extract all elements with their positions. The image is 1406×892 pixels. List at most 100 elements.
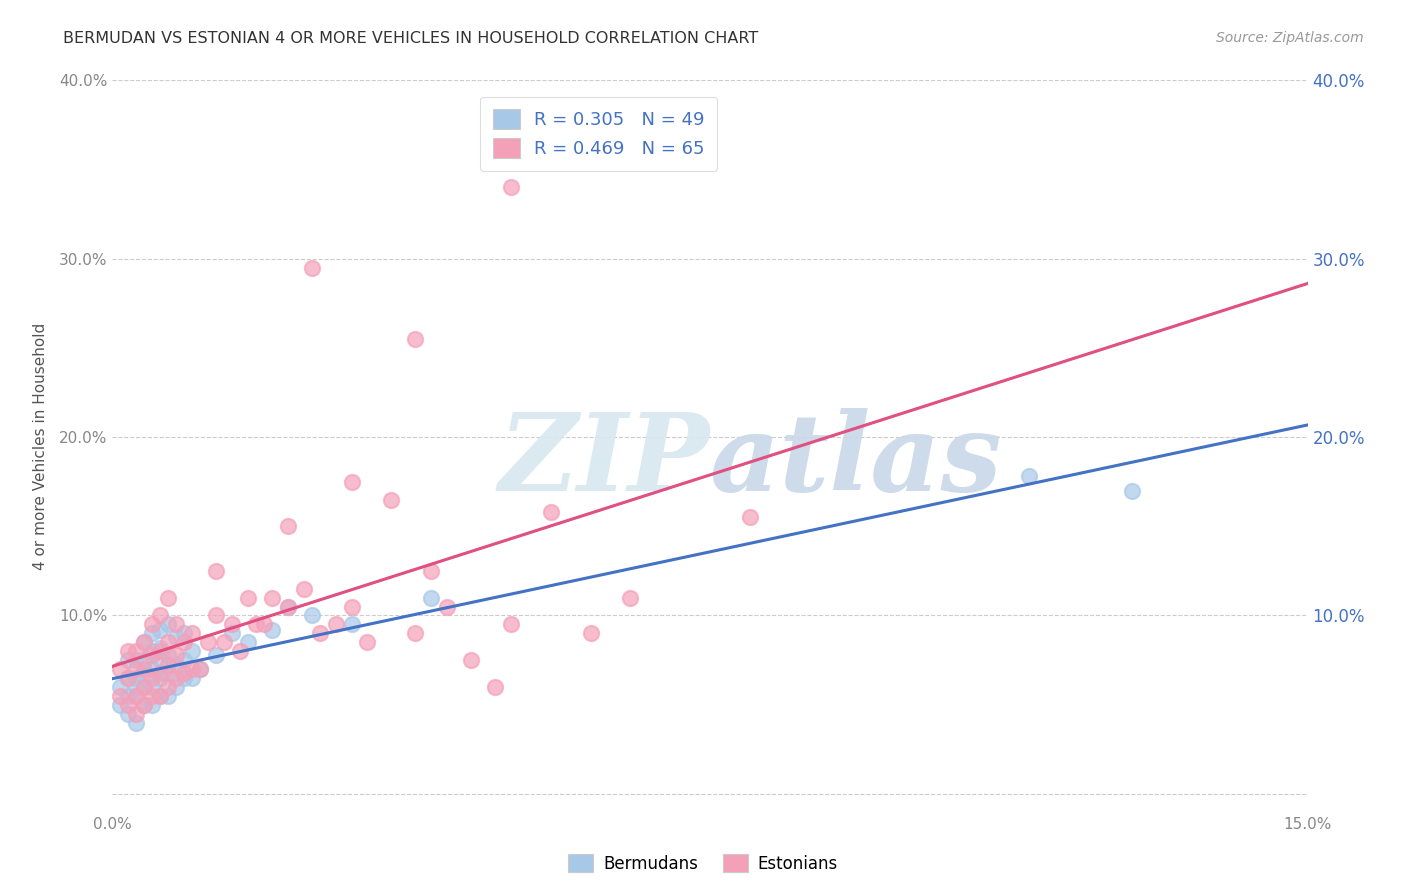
Point	[125, 689, 148, 703]
Point	[181, 662, 204, 676]
Point	[149, 640, 172, 655]
Point	[141, 617, 163, 632]
Point	[134, 665, 156, 680]
Text: ZIP: ZIP	[499, 408, 710, 514]
Point	[165, 671, 187, 685]
Point	[125, 715, 148, 730]
Point	[157, 591, 180, 605]
Point	[277, 599, 299, 614]
Point	[157, 617, 180, 632]
Point	[619, 591, 641, 605]
Point	[141, 689, 163, 703]
Point	[157, 665, 180, 680]
Point	[149, 689, 172, 703]
Point	[277, 599, 299, 614]
Point	[110, 689, 132, 703]
Point	[277, 519, 299, 533]
Legend: Bermudans, Estonians: Bermudans, Estonians	[561, 847, 845, 880]
Point	[149, 689, 172, 703]
Point	[260, 623, 283, 637]
Point	[221, 626, 243, 640]
Point	[134, 653, 156, 667]
Point	[125, 689, 148, 703]
Point	[149, 644, 172, 658]
Point	[165, 617, 187, 632]
Point	[325, 617, 347, 632]
Point	[420, 591, 443, 605]
Point	[173, 635, 195, 649]
Point	[165, 648, 187, 662]
Point	[117, 698, 139, 712]
Point	[301, 608, 323, 623]
Point	[404, 332, 426, 346]
Point	[141, 626, 163, 640]
Point	[134, 635, 156, 649]
Point	[380, 492, 402, 507]
Point	[173, 665, 195, 680]
Point	[579, 626, 602, 640]
Point	[134, 698, 156, 712]
Point	[340, 599, 363, 614]
Point	[141, 698, 163, 712]
Point	[404, 626, 426, 640]
Point	[1018, 469, 1040, 483]
Point	[125, 706, 148, 721]
Point	[181, 626, 204, 640]
Text: atlas: atlas	[710, 408, 1002, 514]
Point	[117, 671, 139, 685]
Point	[205, 564, 228, 578]
Point	[157, 648, 180, 662]
Point	[165, 680, 187, 694]
Point	[117, 689, 139, 703]
Point	[173, 626, 195, 640]
Point	[436, 599, 458, 614]
Point	[260, 591, 283, 605]
Point	[134, 698, 156, 712]
Point	[134, 680, 156, 694]
Point	[181, 644, 204, 658]
Point	[149, 608, 172, 623]
Point	[117, 671, 139, 685]
Point	[125, 671, 148, 685]
Point	[205, 608, 228, 623]
Y-axis label: 4 or more Vehicles in Household: 4 or more Vehicles in Household	[32, 322, 48, 570]
Point	[301, 260, 323, 275]
Point	[141, 680, 163, 694]
Point	[149, 623, 172, 637]
Legend: R = 0.305   N = 49, R = 0.469   N = 65: R = 0.305 N = 49, R = 0.469 N = 65	[479, 96, 717, 170]
Point	[125, 680, 148, 694]
Point	[157, 635, 180, 649]
Point	[117, 706, 139, 721]
Point	[356, 635, 378, 649]
Point	[229, 644, 252, 658]
Point	[540, 505, 562, 519]
Text: Source: ZipAtlas.com: Source: ZipAtlas.com	[1216, 31, 1364, 45]
Point	[157, 658, 180, 673]
Point	[188, 662, 211, 676]
Point	[1121, 483, 1143, 498]
Point	[221, 617, 243, 632]
Point	[460, 653, 482, 667]
Point	[110, 662, 132, 676]
Point	[173, 671, 195, 685]
Point	[125, 662, 148, 676]
Point	[149, 653, 172, 667]
Point	[420, 564, 443, 578]
Point	[165, 630, 187, 644]
Point	[236, 635, 259, 649]
Point	[157, 680, 180, 694]
Point	[212, 635, 235, 649]
Point	[499, 617, 522, 632]
Point	[340, 475, 363, 489]
Point	[188, 662, 211, 676]
Point	[340, 617, 363, 632]
Point	[141, 671, 163, 685]
Point	[141, 648, 163, 662]
Point	[308, 626, 330, 640]
Point	[134, 662, 156, 676]
Point	[134, 635, 156, 649]
Point	[205, 648, 228, 662]
Point	[149, 671, 172, 685]
Point	[141, 644, 163, 658]
Point	[181, 671, 204, 685]
